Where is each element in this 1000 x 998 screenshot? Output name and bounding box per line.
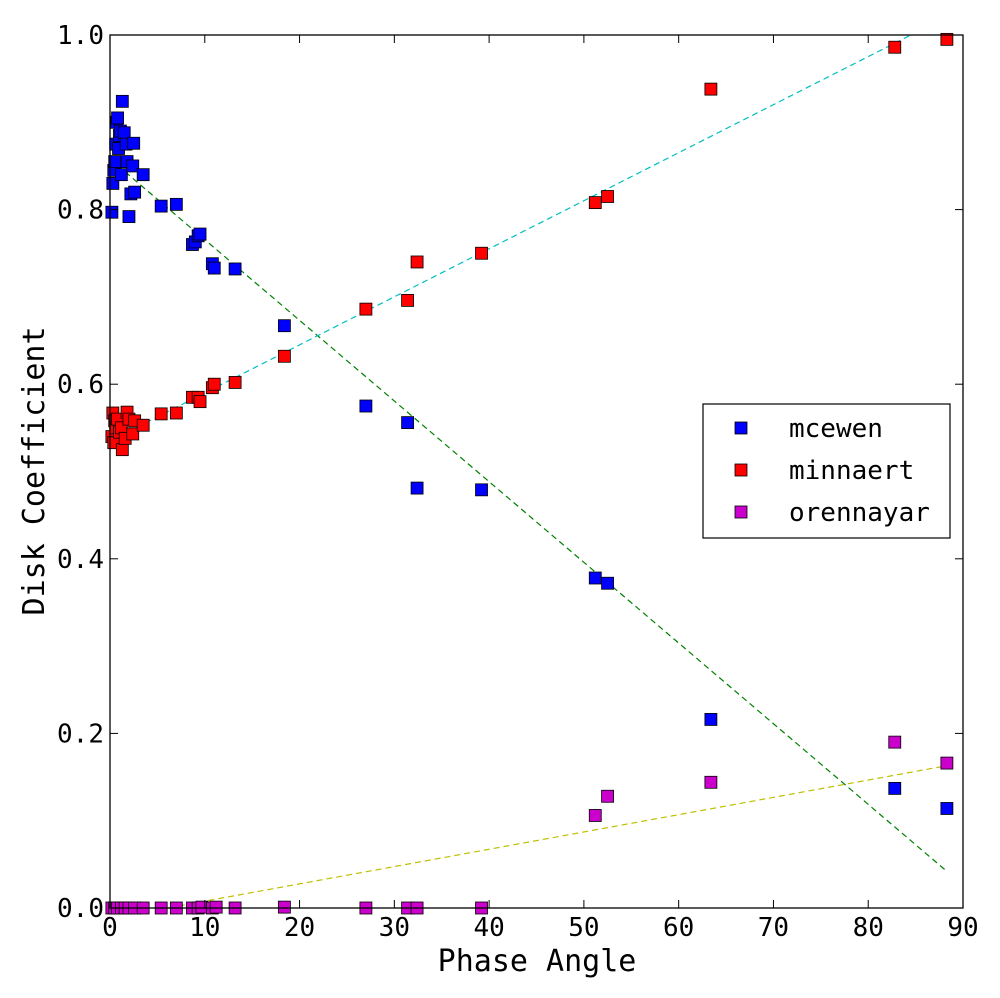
point-orennayar — [588, 809, 602, 822]
point-orennayar — [940, 756, 954, 770]
legend-label-minnaert: minnaert — [789, 456, 914, 486]
y-tick-label: 0.8 — [57, 196, 104, 226]
point-mcewen — [601, 576, 614, 590]
point-orennayar — [277, 900, 291, 914]
point-minnaert — [136, 418, 150, 432]
x-tick-label: 0 — [102, 913, 118, 943]
point-orennayar — [601, 789, 614, 803]
x-axis-label: Phase Angle — [438, 944, 637, 979]
x-tick-label: 10 — [189, 913, 220, 943]
point-mcewen — [154, 199, 168, 213]
fit-line-mcewen — [110, 158, 948, 872]
fit-line-orennayar — [164, 765, 947, 908]
point-mcewen — [588, 571, 602, 585]
point-mcewen — [114, 168, 128, 182]
point-mcewen — [277, 319, 291, 333]
point-minnaert — [359, 302, 373, 316]
legend-label-mcewen: mcewen — [789, 414, 883, 444]
point-mcewen — [475, 483, 488, 497]
x-tick-label: 30 — [379, 913, 410, 943]
point-minnaert — [401, 293, 415, 307]
point-minnaert — [601, 190, 614, 203]
point-minnaert — [207, 377, 221, 391]
point-mcewen — [136, 168, 150, 182]
point-mcewen — [704, 713, 718, 726]
point-mcewen — [115, 94, 129, 108]
point-mcewen — [111, 111, 124, 125]
point-mcewen — [359, 399, 373, 413]
point-mcewen — [410, 481, 424, 495]
point-minnaert — [704, 82, 718, 96]
x-tick-label: 50 — [568, 913, 599, 943]
y-axis-label: Disk Coefficient — [17, 327, 52, 616]
point-mcewen — [127, 136, 141, 150]
x-tick-label: 90 — [947, 913, 978, 943]
point-minnaert — [277, 349, 291, 363]
point-minnaert — [888, 40, 902, 54]
point-orennayar — [209, 900, 223, 914]
point-mcewen — [940, 802, 954, 815]
point-mcewen — [207, 261, 221, 275]
x-tick-label: 40 — [473, 913, 504, 943]
point-mcewen — [169, 197, 183, 211]
point-minnaert — [410, 255, 424, 269]
legend-marker-minnaert — [734, 463, 748, 477]
point-minnaert — [154, 407, 168, 421]
point-minnaert — [228, 376, 242, 389]
x-tick-label: 60 — [663, 913, 694, 943]
point-mcewen — [128, 185, 142, 199]
point-minnaert — [940, 32, 954, 46]
point-minnaert — [193, 395, 207, 409]
legend-marker-mcewen — [734, 421, 748, 435]
legend-marker-orennayar — [734, 505, 748, 519]
x-tick-label: 20 — [284, 913, 315, 943]
plot-frame — [109, 34, 964, 909]
y-tick-label: 0.0 — [57, 894, 104, 924]
y-tick-label: 1.0 — [57, 21, 104, 51]
point-mcewen — [193, 227, 207, 241]
y-tick-label: 0.2 — [57, 719, 104, 749]
point-mcewen — [105, 205, 119, 219]
point-mcewen — [126, 159, 140, 173]
x-tick-label: 70 — [758, 913, 789, 943]
fit-lines — [110, 35, 948, 908]
point-minnaert — [588, 196, 602, 210]
point-minnaert — [475, 246, 488, 260]
y-tick-label: 0.6 — [57, 370, 104, 400]
point-orennayar — [888, 735, 902, 749]
point-minnaert — [169, 406, 183, 420]
x-tick-label: 80 — [853, 913, 884, 943]
point-orennayar — [704, 775, 718, 789]
y-tick-label: 0.4 — [57, 545, 104, 575]
legend: mcewen minnaert orennayar — [702, 403, 951, 539]
point-mcewen — [122, 210, 136, 223]
point-mcewen — [401, 416, 415, 430]
point-mcewen — [888, 781, 902, 795]
axis-ticks: 0 10 20 30 40 50 60 70 80 90 0.0 0.2 0.4 0.6 0.8 1.0 — [57, 21, 979, 943]
point-minnaert — [126, 427, 140, 441]
point-minnaert — [115, 443, 129, 457]
point-mcewen — [228, 262, 242, 276]
legend-label-orennayar: orennayar — [789, 498, 930, 528]
